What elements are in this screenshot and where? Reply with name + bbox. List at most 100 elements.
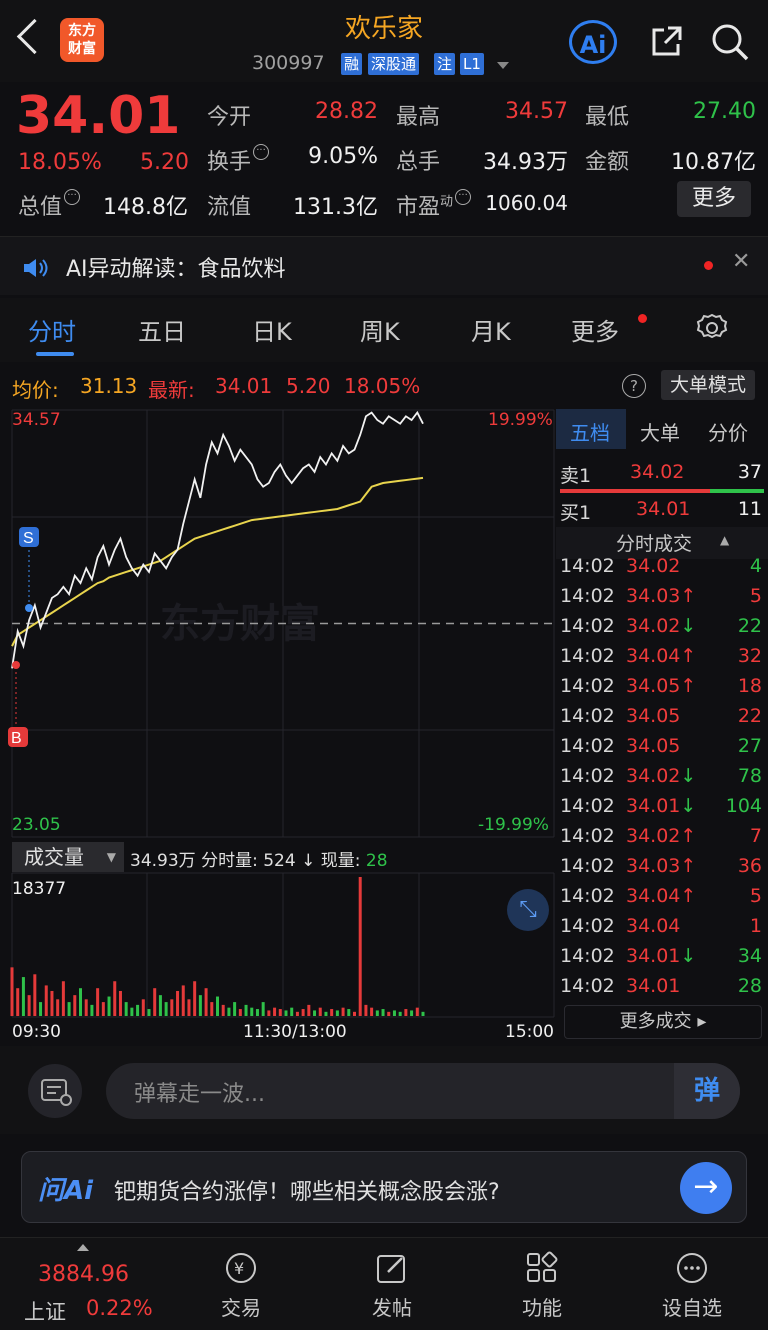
tick-price-value: 34.03 bbox=[626, 585, 681, 607]
chevron-down-icon[interactable] bbox=[497, 62, 509, 69]
sell-point bbox=[25, 604, 33, 612]
tick-price-value: 34.04 bbox=[626, 885, 681, 907]
search-icon[interactable] bbox=[710, 22, 750, 62]
ask-ai-question: 钯期货合约涨停！哪些相关概念股会涨? bbox=[114, 1180, 500, 1205]
danmu-input[interactable]: 弹幕走一波... bbox=[106, 1063, 740, 1119]
volume-bar bbox=[27, 995, 31, 1016]
ai-assistant-button[interactable]: Ai bbox=[569, 20, 617, 64]
big-order-mode-button[interactable]: 大单模式 bbox=[661, 370, 755, 400]
nav-functions-label: 功能 bbox=[522, 1296, 562, 1320]
danmu-settings-icon[interactable] bbox=[28, 1064, 82, 1118]
tick-price: 34.04↑ bbox=[626, 885, 696, 907]
tab-big-orders[interactable]: 大单 bbox=[640, 421, 680, 445]
nav-post[interactable]: 发帖 bbox=[347, 1250, 437, 1321]
volume-bar bbox=[381, 1009, 385, 1016]
stock-code: 300997 bbox=[252, 52, 325, 74]
y-low-pct: -19.99% bbox=[478, 815, 549, 835]
float-cap-label: 流值 bbox=[207, 195, 252, 220]
volume-bar bbox=[313, 1010, 317, 1016]
tick-arrow: ↓ bbox=[680, 945, 697, 967]
ask-label: 卖1 bbox=[560, 465, 592, 487]
pe-label: 市盈动 ··· bbox=[396, 189, 472, 221]
gear-icon[interactable] bbox=[696, 312, 728, 344]
ask-bar bbox=[560, 489, 710, 493]
arrow-right-icon[interactable]: → bbox=[680, 1162, 732, 1214]
indicator-select[interactable]: 成交量 ▼ bbox=[12, 842, 124, 872]
tick-price: 34.01↓ bbox=[626, 945, 696, 967]
bid-volume: 11 bbox=[737, 498, 762, 520]
avg-price-line bbox=[11, 476, 424, 647]
volume-bar bbox=[158, 995, 162, 1016]
tick-price-value: 34.02 bbox=[626, 555, 681, 577]
volume-bar bbox=[124, 1002, 128, 1016]
more-button[interactable]: 更多 bbox=[677, 181, 751, 217]
volume-bar bbox=[141, 999, 145, 1016]
tick-price: 34.01 bbox=[626, 975, 680, 997]
pe-value: 1060.04 bbox=[485, 191, 568, 215]
nav-watchlist-label: 设自选 bbox=[662, 1296, 722, 1320]
volume-bar bbox=[176, 990, 180, 1016]
tick-row: 14:02 34.01 28 bbox=[560, 975, 764, 1005]
tab-weekly-k[interactable]: 周K bbox=[360, 318, 400, 346]
tick-price: 34.04↑ bbox=[626, 645, 696, 667]
index-value[interactable]: 3884.96 bbox=[38, 1262, 129, 1287]
tick-price-value: 34.05 bbox=[626, 735, 681, 757]
mktcap-label-text: 总值 bbox=[18, 195, 63, 220]
share-icon[interactable] bbox=[650, 24, 684, 58]
chart-grid bbox=[11, 409, 555, 1018]
tick-price: 34.02 bbox=[626, 555, 680, 577]
price-summary-line: 均价: 31.13 最新: 34.01 5.20 18.05% bbox=[0, 370, 768, 402]
more-info-icon[interactable]: ··· bbox=[64, 189, 81, 205]
header: 东方财富 欢乐家 300997 融 深股通 注 L1 Ai bbox=[0, 0, 768, 82]
chevron-up-icon[interactable] bbox=[77, 1244, 89, 1251]
chevron-down-icon: ▼ bbox=[106, 850, 116, 864]
volume-bar bbox=[398, 1011, 402, 1016]
index-pct[interactable]: 0.22% bbox=[86, 1296, 153, 1320]
expand-icon[interactable]: ⤡ bbox=[507, 889, 549, 931]
nav-trade-label: 交易 bbox=[221, 1296, 261, 1320]
pe-label-text: 市盈 bbox=[396, 195, 441, 220]
volume-bar bbox=[341, 1007, 345, 1016]
more-ticks-button[interactable]: 更多成交 ▸ bbox=[564, 1005, 762, 1039]
close-icon[interactable]: ✕ bbox=[732, 249, 751, 274]
tick-row: 14:02 34.05 27 bbox=[560, 735, 764, 765]
change-amount: 5.20 bbox=[140, 150, 189, 175]
high-label: 最高 bbox=[396, 105, 441, 130]
tab-price-dist[interactable]: 分价 bbox=[708, 421, 748, 445]
tick-time: 14:02 bbox=[560, 585, 615, 607]
nav-watchlist[interactable]: 设自选 bbox=[647, 1250, 737, 1321]
ai-analysis-text: AI异动解读：食品饮料 bbox=[66, 257, 286, 282]
nav-functions[interactable]: 功能 bbox=[497, 1250, 587, 1321]
tick-row: 14:02 34.04 1 bbox=[560, 915, 764, 945]
volume-bar bbox=[44, 985, 48, 1016]
tab-five-day[interactable]: 五日 bbox=[138, 318, 186, 346]
danmu-toggle-button[interactable]: 弹 bbox=[674, 1063, 740, 1119]
ask-ai-bar[interactable]: 问Ai 钯期货合约涨停！哪些相关概念股会涨? → bbox=[21, 1151, 747, 1223]
tab-monthly-k[interactable]: 月K bbox=[471, 318, 511, 346]
intraday-chart[interactable]: 东方财富 SB bbox=[0, 405, 556, 1039]
tab-more[interactable]: 更多 bbox=[571, 318, 619, 346]
more-info-icon[interactable]: ··· bbox=[253, 144, 270, 160]
volume-bar bbox=[404, 1009, 408, 1016]
ticks-header[interactable]: 分时成交 ▲ bbox=[556, 527, 768, 559]
index-name[interactable]: 上证 bbox=[24, 1300, 66, 1324]
amount-label: 金额 bbox=[585, 150, 630, 175]
tick-row: 14:02 34.02↓ 22 bbox=[560, 615, 764, 645]
more-info-icon[interactable]: ··· bbox=[455, 189, 472, 205]
tick-time: 14:02 bbox=[560, 945, 615, 967]
minute-volume-label: 分时量: bbox=[201, 851, 258, 871]
change-percent: 18.05% bbox=[18, 150, 102, 175]
volume-bar bbox=[193, 981, 197, 1016]
nav-trade[interactable]: ¥ 交易 bbox=[196, 1250, 286, 1321]
tab-daily-k[interactable]: 日K bbox=[252, 318, 292, 346]
volume-bar bbox=[347, 1009, 351, 1016]
tab-intraday[interactable]: 分时 bbox=[28, 318, 76, 346]
ai-analysis-bar[interactable]: AI异动解读：食品饮料 ✕ bbox=[0, 236, 768, 295]
latest-value: 34.01 bbox=[215, 374, 273, 398]
tab-five-levels[interactable]: 五档 bbox=[570, 421, 610, 445]
help-icon[interactable]: ? bbox=[622, 374, 646, 398]
tick-volume: 27 bbox=[737, 735, 762, 757]
tick-row: 14:02 34.02↑ 7 bbox=[560, 825, 764, 855]
tick-price-value: 34.01 bbox=[626, 945, 681, 967]
tick-time: 14:02 bbox=[560, 645, 615, 667]
